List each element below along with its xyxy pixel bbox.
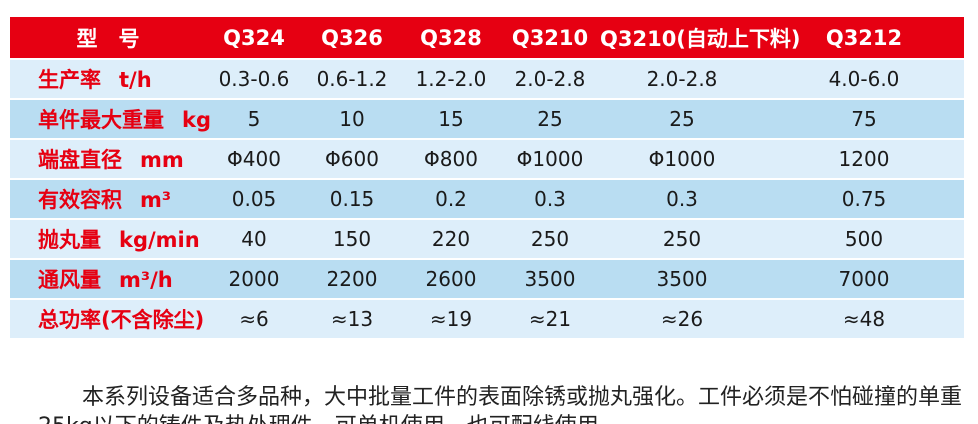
cell-value: 25 [500,100,600,138]
row-label: 生产率 t/h [10,60,206,98]
cell-value: 3500 [500,260,600,298]
cell-value: 2.0-2.8 [600,60,764,98]
cell-value: 0.6-1.2 [302,60,402,98]
header-model-2: Q328 [402,17,500,58]
cell-value: 0.2 [402,180,500,218]
table-row: 总功率(不含除尘) ≈6 ≈13 ≈19 ≈21 ≈26 ≈48 [10,300,964,338]
cell-value: Φ800 [402,140,500,178]
cell-value: 7000 [764,260,964,298]
cell-value: 0.3 [600,180,764,218]
row-unit: t/h [119,68,152,92]
table-row: 通风量 m³/h 2000 2200 2600 3500 3500 7000 [10,260,964,298]
row-unit: m³/h [119,268,173,292]
cell-value: 150 [302,220,402,258]
row-label: 抛丸量 kg/min [10,220,206,258]
table-row: 端盘直径 mm Φ400 Φ600 Φ800 Φ1000 Φ1000 1200 [10,140,964,178]
cell-value: 0.05 [206,180,302,218]
cell-value: 5 [206,100,302,138]
cell-value: ≈19 [402,300,500,338]
cell-value: 500 [764,220,964,258]
table-row: 有效容积 m³ 0.05 0.15 0.2 0.3 0.3 0.75 [10,180,964,218]
cell-value: Φ1000 [600,140,764,178]
row-unit: m³ [140,188,172,212]
row-label: 有效容积 m³ [10,180,206,218]
row-label: 总功率(不含除尘) [10,300,206,338]
cell-value: ≈26 [600,300,764,338]
cell-value: 2000 [206,260,302,298]
cell-value: 75 [764,100,964,138]
cell-value: Φ400 [206,140,302,178]
cell-value: 1.2-2.0 [402,60,500,98]
row-label: 单件最大重量 kg [10,100,211,138]
cell-value: 0.3 [500,180,600,218]
cell-value: ≈48 [764,300,964,338]
cell-value: 220 [402,220,500,258]
table-row: 抛丸量 kg/min 40 150 220 250 250 500 [10,220,964,258]
cell-value: 2600 [402,260,500,298]
cell-value: Φ600 [302,140,402,178]
cell-value: 250 [500,220,600,258]
header-row: 型 号 Q324 Q326 Q328 Q3210 Q3210(自动上下料) Q3212 [10,17,964,58]
cell-value: 15 [402,100,500,138]
cell-value: ≈21 [500,300,600,338]
cell-value: ≈6 [206,300,302,338]
cell-value: 4.0-6.0 [764,60,964,98]
table-row: 单件最大重量 kg 5 10 15 25 25 75 [10,100,964,138]
row-unit: mm [140,148,184,172]
cell-value: 40 [206,220,302,258]
cell-value: 0.3-0.6 [206,60,302,98]
header-model-label: 型 号 [10,17,206,58]
spec-table: 型 号 Q324 Q326 Q328 Q3210 Q3210(自动上下料) Q3212 生… [10,15,964,340]
header-model-0: Q324 [206,17,302,58]
cell-value: 3500 [600,260,764,298]
header-model-3: Q3210 [500,17,600,58]
spec-table-body: 生产率 t/h 0.3-0.6 0.6-1.2 1.2-2.0 2.0-2.8 2.0-2.… [10,60,964,338]
cell-value: 0.15 [302,180,402,218]
cell-value: 2.0-2.8 [500,60,600,98]
cell-value: 2200 [302,260,402,298]
row-unit: kg [182,108,211,132]
row-label-text: 生产率 [38,68,101,92]
header-model-4: Q3210(自动上下料) [600,17,801,58]
row-label: 端盘直径 mm [10,140,206,178]
cell-value: 0.75 [764,180,964,218]
row-label-text: 端盘直径 [38,148,122,172]
cell-value: ≈13 [302,300,402,338]
cell-value: 10 [302,100,402,138]
cell-value: 25 [600,100,764,138]
row-unit: kg/min [119,228,200,252]
row-label-text: 总功率(不含除尘) [38,308,205,332]
row-label-text: 通风量 [38,268,101,292]
row-label: 通风量 m³/h [10,260,206,298]
cell-value: 250 [600,220,764,258]
row-label-text: 抛丸量 [38,228,101,252]
row-label-text: 有效容积 [38,188,122,212]
cell-value: 1200 [764,140,964,178]
header-model-5: Q3212 [764,17,964,58]
header-model-1: Q326 [302,17,402,58]
cell-value: Φ1000 [500,140,600,178]
row-label-text: 单件最大重量 [38,108,164,132]
table-row: 生产率 t/h 0.3-0.6 0.6-1.2 1.2-2.0 2.0-2.8 2.0-2.… [10,60,964,98]
product-description: 本系列设备适合多品种，大中批量工件的表面除锈或抛丸强化。工件必须是不怕碰撞的单重… [38,385,963,424]
